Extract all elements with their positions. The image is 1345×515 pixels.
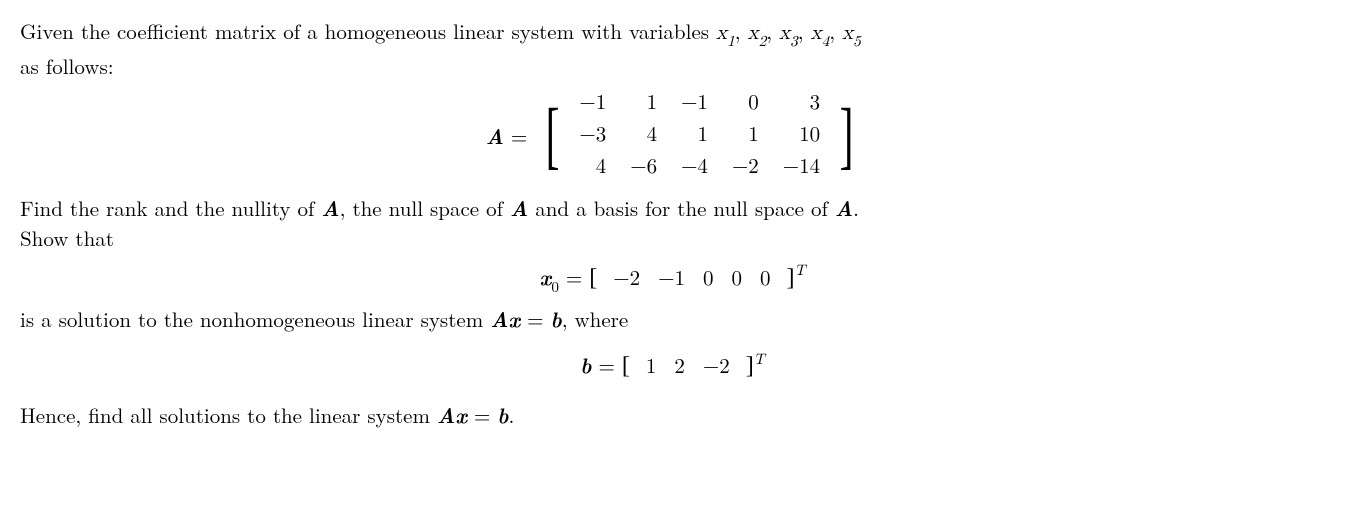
matrix-cell: 0 (720, 88, 771, 120)
vector-entry: 1 (637, 353, 666, 383)
symbol-b-3: b (497, 400, 508, 430)
intro-text-1: Given the coefficient matrix of a homoge… (20, 16, 716, 46)
vector-entry: −1 (649, 265, 694, 295)
matrix-cell: −14 (771, 152, 832, 184)
show-that-text: Show that (20, 223, 114, 253)
matrix-cell: −1 (567, 88, 618, 120)
matrix-a-body: −11−103−3411104−6−4−2−14 (567, 88, 832, 185)
vector-entry: 0 (751, 265, 780, 295)
matrix-a-equation: A = [ −11−103−3411104−6−4−2−14 ] (20, 88, 1325, 185)
vector-entry: 0 (694, 265, 723, 295)
matrix-cell: 4 (618, 120, 669, 152)
find-rank-paragraph: Find the rank and the nullity of A, the … (20, 193, 1325, 254)
left-bracket-icon: [ (589, 264, 597, 291)
intro-paragraph: Given the coefficient matrix of a homoge… (20, 16, 1325, 82)
b-vector: 12−2 (637, 353, 739, 383)
symbol-x0: x (540, 262, 552, 292)
matrix-cell: −3 (567, 120, 618, 152)
matrix-cell: −2 (720, 152, 771, 184)
var-x4: x4 (811, 23, 830, 44)
matrix-cell: 3 (771, 88, 832, 120)
is-solution-paragraph: is a solution to the nonhomogeneous line… (20, 304, 1325, 334)
intro-text-2: as follows: (20, 51, 114, 81)
b-equation: b = [ 12−2 ]T (20, 348, 1325, 383)
vector-entry: −2 (694, 353, 739, 383)
right-bracket-icon: ] (746, 352, 754, 379)
hence-paragraph: Hence, find all solutions to the linear … (20, 400, 1325, 430)
right-bracket-icon: ] (840, 108, 854, 165)
vector-entry: −2 (604, 265, 649, 295)
matrix-cell: −1 (669, 88, 720, 120)
vector-entry: 0 (722, 265, 751, 295)
var-x2: x2 (748, 23, 767, 44)
matrix-cell: −6 (618, 152, 669, 184)
matrix-a: [ −11−103−3411104−6−4−2−14 ] (540, 88, 859, 185)
transpose-icon: T (754, 352, 765, 367)
symbol-A-2: A (321, 193, 339, 223)
symbol-x-2: x (455, 400, 467, 430)
matrix-cell: 1 (669, 120, 720, 152)
symbol-A-5: A (490, 304, 508, 334)
matrix-cell: 1 (618, 88, 669, 120)
matrix-cell: −4 (669, 152, 720, 184)
left-bracket-icon: [ (622, 352, 630, 379)
var-x1: x1 (716, 23, 735, 44)
left-bracket-icon: [ (546, 108, 560, 165)
symbol-b-2: b (580, 350, 591, 380)
matrix-cell: 4 (567, 152, 618, 184)
symbol-A-4: A (835, 193, 853, 223)
x0-equation: x0 = [ −2−1000 ]T (20, 260, 1325, 296)
matrix-cell: 1 (720, 120, 771, 152)
symbol-A: A (486, 121, 504, 151)
symbol-x: x (508, 304, 520, 334)
transpose-icon: T (795, 263, 806, 278)
symbol-A-3: A (510, 193, 528, 223)
right-bracket-icon: ] (786, 264, 794, 291)
matrix-cell: 10 (771, 120, 832, 152)
vector-entry: 2 (665, 353, 694, 383)
x0-vector: −2−1000 (604, 265, 779, 295)
var-x5: x5 (842, 23, 861, 44)
symbol-b: b (551, 304, 562, 334)
var-x3: x3 (779, 23, 798, 44)
symbol-A-6: A (437, 400, 455, 430)
